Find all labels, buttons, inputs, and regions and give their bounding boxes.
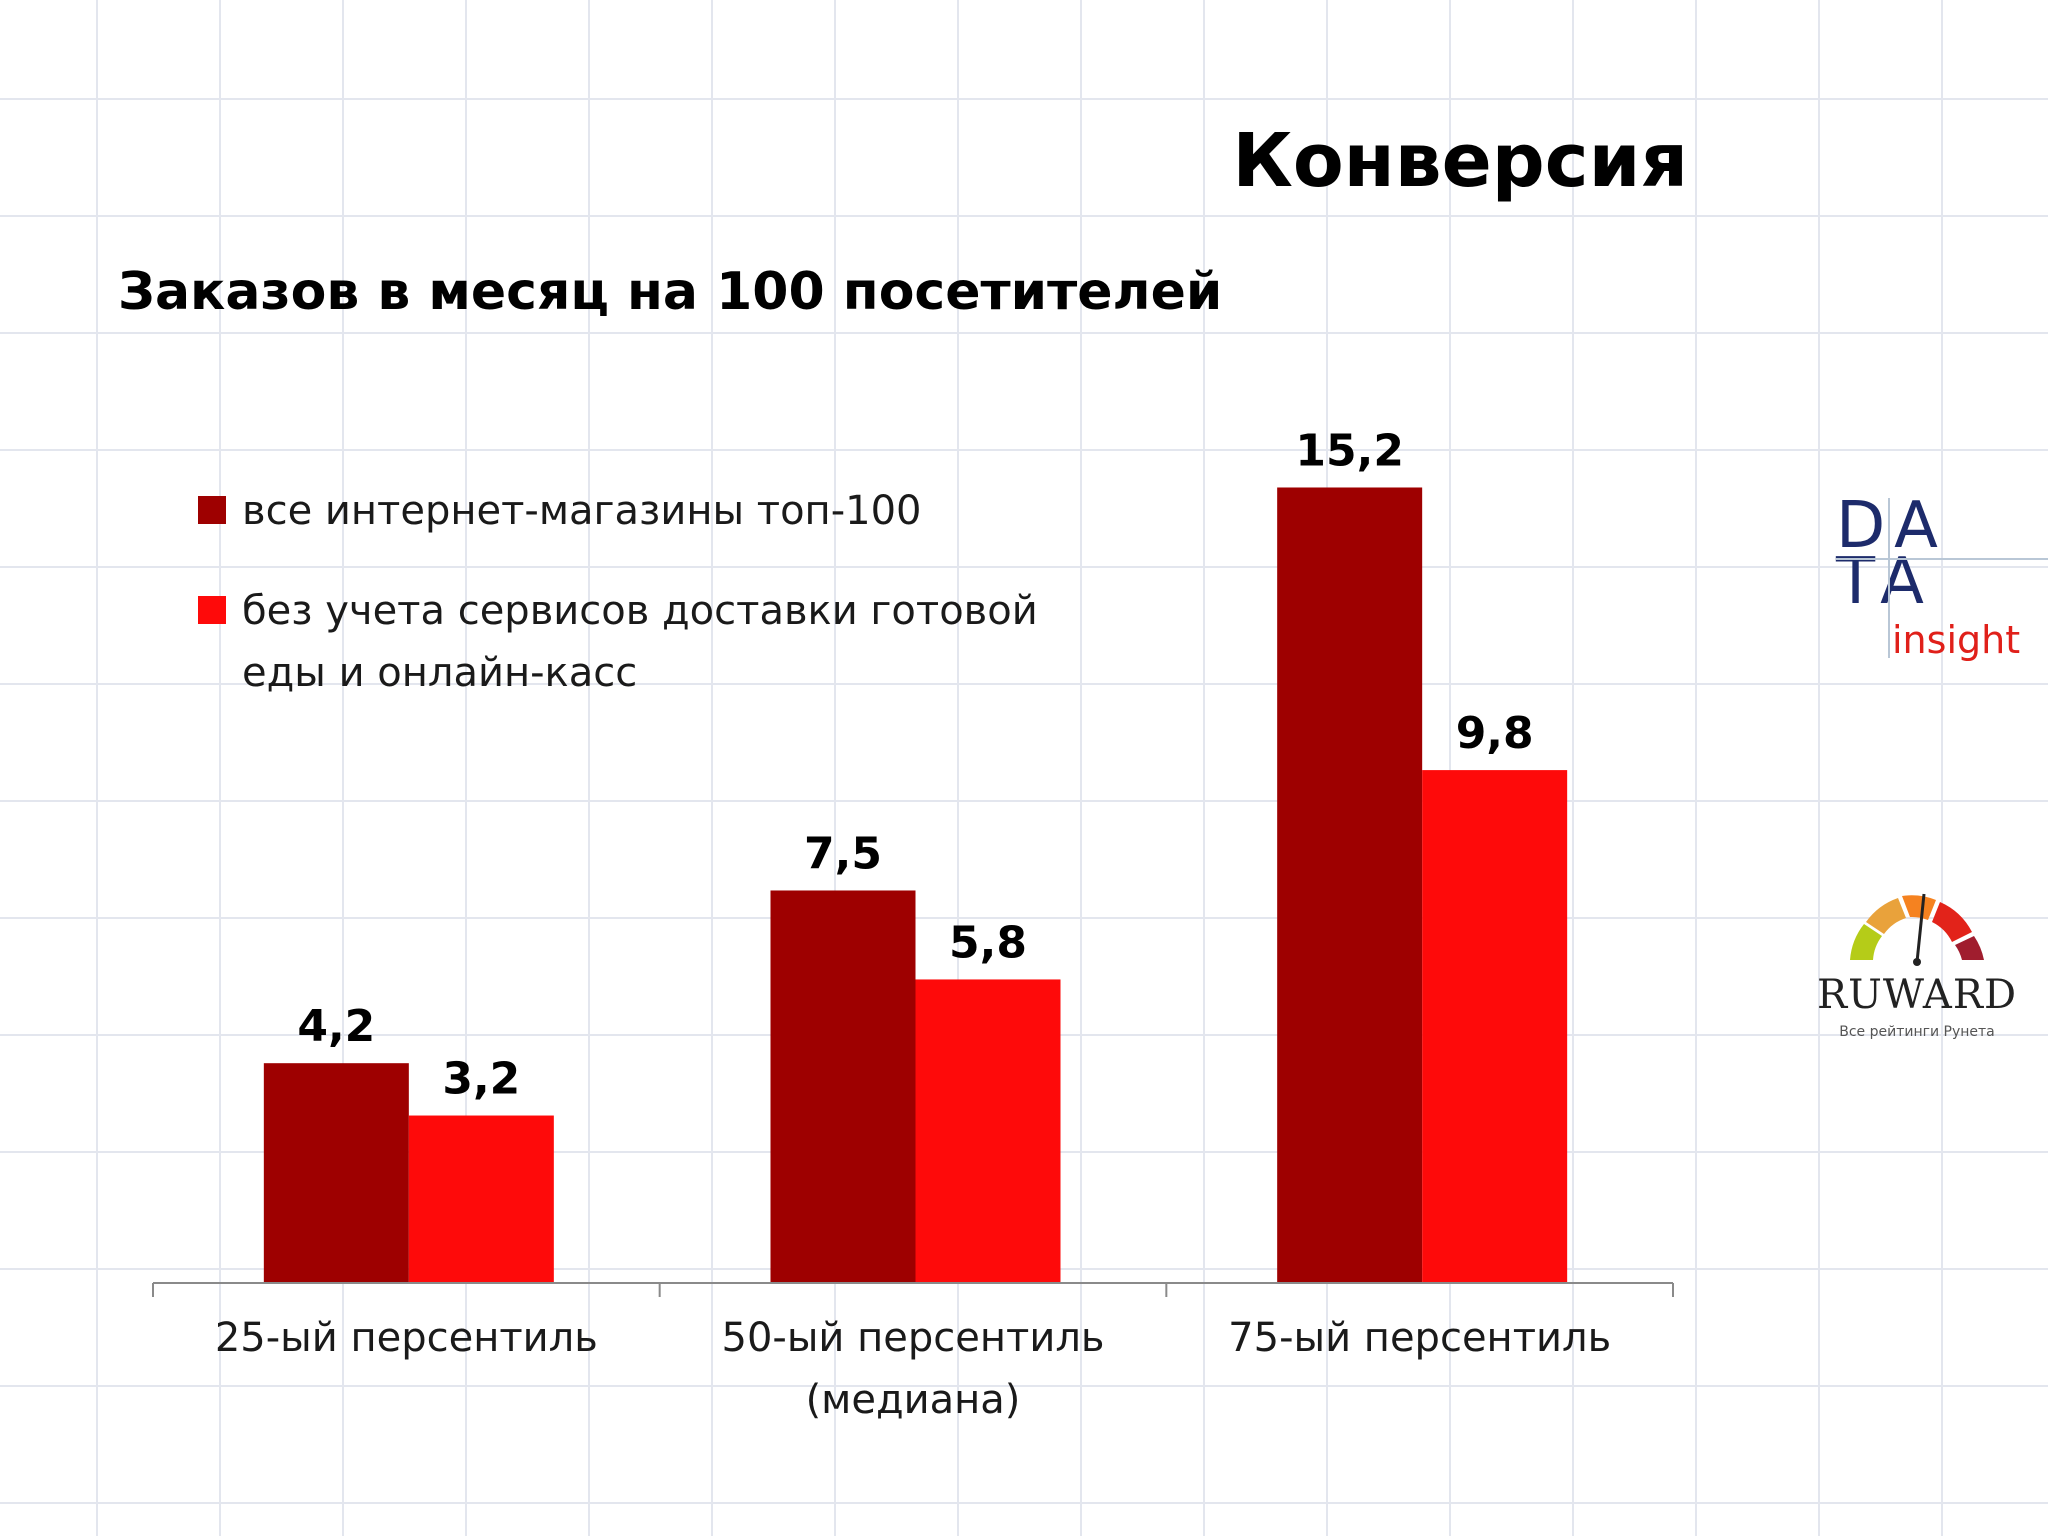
chart-title: Заказов в месяц на 100 посетителей: [118, 262, 1223, 322]
logo-divider-horizontal: [1836, 558, 2048, 560]
x-tick-label-cat-1: 25-ый персентиль: [215, 1315, 598, 1361]
data-label-series-1-cat-2: 7,5: [804, 828, 882, 879]
bar-series-1-cat-3: [1277, 487, 1423, 1284]
ruward-gauge-icon: [1850, 893, 1984, 966]
data-label-series-1-cat-3: 15,2: [1295, 425, 1404, 476]
data-label-series-2-cat-3: 9,8: [1456, 708, 1534, 759]
data-label-series-1-cat-1: 4,2: [297, 1001, 375, 1052]
logo-insight-text: insight: [1892, 618, 2021, 662]
data-insight-logo: DA TA insight: [1836, 489, 2048, 668]
slide-title: Конверсия: [1232, 118, 1688, 204]
legend-swatch-series-1: [198, 496, 226, 524]
legend-label-series-2: без учета сервисов доставки готовой еды …: [242, 588, 1038, 696]
logo-data-text-line2: TA: [1836, 545, 1934, 619]
bar-series-1-cat-2: [770, 890, 916, 1283]
chart-legend: все интернет-магазины топ-100 без учета …: [198, 480, 1098, 742]
logo-divider-vertical: [1888, 498, 1890, 658]
legend-item-series-1: все интернет-магазины топ-100: [198, 480, 1098, 542]
bar-series-2-cat-2: [915, 979, 1061, 1283]
data-label-series-2-cat-2: 5,8: [949, 917, 1027, 968]
bar-series-1-cat-1: [263, 1063, 409, 1283]
ruward-tagline: Все рейтинги Рунета: [1839, 1024, 1995, 1040]
logo-data-text-line1: DA: [1836, 489, 1948, 563]
x-tick-label-cat-3: 75-ый персентиль: [1228, 1315, 1611, 1361]
bar-series-2-cat-3: [1422, 770, 1568, 1283]
legend-label-series-1: все интернет-магазины топ-100: [242, 488, 922, 534]
legend-item-series-2: без учета сервисов доставки готовой еды …: [198, 580, 1098, 704]
x-tick-label-cat-2-line-2: (медиана): [806, 1377, 1021, 1423]
legend-swatch-series-2: [198, 596, 226, 624]
ruward-logo: RUWARD Все рейтинги Рунета: [1812, 890, 2022, 1050]
x-tick-label-cat-2-line-1: 50-ый персентиль: [722, 1315, 1105, 1361]
ruward-wordmark: RUWARD: [1816, 972, 2018, 1018]
data-label-series-2-cat-1: 3,2: [442, 1054, 520, 1105]
bar-series-2-cat-1: [408, 1115, 554, 1283]
